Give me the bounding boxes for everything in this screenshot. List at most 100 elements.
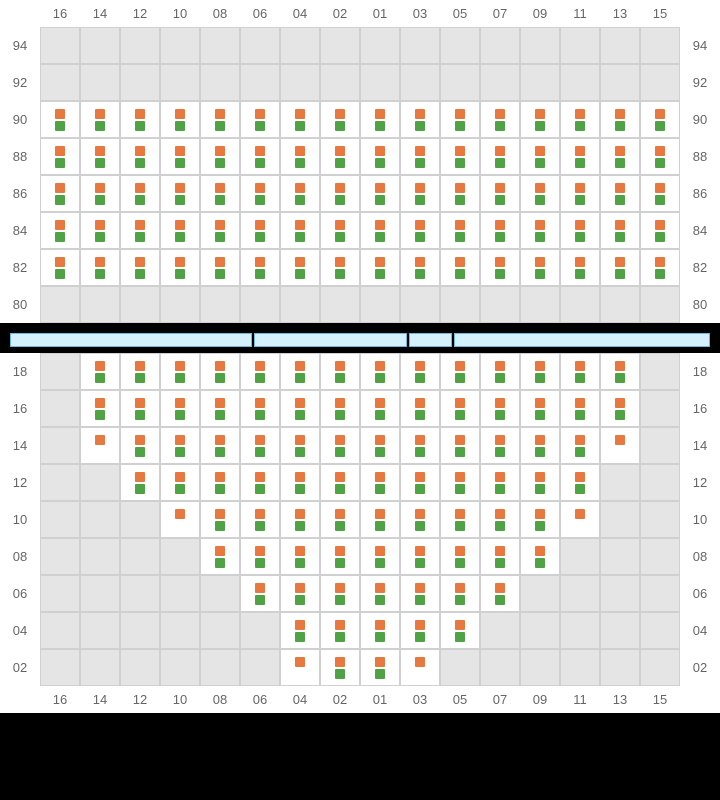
- seat-cell[interactable]: [160, 353, 200, 390]
- seat-cell[interactable]: [280, 612, 320, 649]
- seat-cell[interactable]: [280, 649, 320, 686]
- seat-cell[interactable]: [280, 538, 320, 575]
- seat-cell[interactable]: [400, 390, 440, 427]
- seat-cell[interactable]: [360, 575, 400, 612]
- seat-cell[interactable]: [160, 390, 200, 427]
- seat-cell[interactable]: [360, 649, 400, 686]
- seat-cell[interactable]: [120, 101, 160, 138]
- seat-cell[interactable]: [80, 353, 120, 390]
- seat-cell[interactable]: [600, 212, 640, 249]
- seat-cell[interactable]: [480, 212, 520, 249]
- seat-cell[interactable]: [520, 538, 560, 575]
- seat-cell[interactable]: [200, 427, 240, 464]
- seat-cell[interactable]: [120, 175, 160, 212]
- seat-cell[interactable]: [520, 138, 560, 175]
- seat-cell[interactable]: [640, 175, 680, 212]
- seat-cell[interactable]: [360, 175, 400, 212]
- seat-cell[interactable]: [320, 390, 360, 427]
- seat-cell[interactable]: [600, 427, 640, 464]
- seat-cell[interactable]: [200, 212, 240, 249]
- seat-cell[interactable]: [440, 575, 480, 612]
- seat-cell[interactable]: [280, 138, 320, 175]
- seat-cell[interactable]: [480, 249, 520, 286]
- seat-cell[interactable]: [360, 249, 400, 286]
- seat-cell[interactable]: [120, 138, 160, 175]
- seat-cell[interactable]: [200, 464, 240, 501]
- seat-cell[interactable]: [80, 212, 120, 249]
- seat-cell[interactable]: [520, 464, 560, 501]
- seat-cell[interactable]: [440, 390, 480, 427]
- seat-cell[interactable]: [360, 212, 400, 249]
- seat-cell[interactable]: [440, 212, 480, 249]
- seat-cell[interactable]: [520, 353, 560, 390]
- seat-cell[interactable]: [200, 175, 240, 212]
- seat-cell[interactable]: [240, 427, 280, 464]
- seat-cell[interactable]: [440, 138, 480, 175]
- seat-cell[interactable]: [280, 353, 320, 390]
- seat-cell[interactable]: [560, 138, 600, 175]
- seat-cell[interactable]: [160, 427, 200, 464]
- seat-cell[interactable]: [320, 538, 360, 575]
- seat-cell[interactable]: [80, 101, 120, 138]
- seat-cell[interactable]: [160, 175, 200, 212]
- seat-cell[interactable]: [400, 138, 440, 175]
- seat-cell[interactable]: [320, 427, 360, 464]
- seat-cell[interactable]: [320, 212, 360, 249]
- seat-cell[interactable]: [320, 612, 360, 649]
- seat-cell[interactable]: [280, 175, 320, 212]
- seat-cell[interactable]: [640, 101, 680, 138]
- seat-cell[interactable]: [480, 390, 520, 427]
- seat-cell[interactable]: [280, 249, 320, 286]
- seat-cell[interactable]: [640, 138, 680, 175]
- seat-cell[interactable]: [400, 212, 440, 249]
- seat-cell[interactable]: [440, 538, 480, 575]
- seat-cell[interactable]: [600, 249, 640, 286]
- seat-cell[interactable]: [240, 101, 280, 138]
- seat-cell[interactable]: [240, 575, 280, 612]
- seat-cell[interactable]: [400, 101, 440, 138]
- seat-cell[interactable]: [400, 464, 440, 501]
- seat-cell[interactable]: [80, 249, 120, 286]
- seat-cell[interactable]: [520, 249, 560, 286]
- seat-cell[interactable]: [120, 353, 160, 390]
- seat-cell[interactable]: [440, 175, 480, 212]
- seat-cell[interactable]: [160, 464, 200, 501]
- seat-cell[interactable]: [240, 464, 280, 501]
- seat-cell[interactable]: [80, 138, 120, 175]
- seat-cell[interactable]: [560, 101, 600, 138]
- seat-cell[interactable]: [240, 175, 280, 212]
- seat-cell[interactable]: [360, 612, 400, 649]
- seat-cell[interactable]: [600, 390, 640, 427]
- seat-cell[interactable]: [560, 175, 600, 212]
- seat-cell[interactable]: [480, 101, 520, 138]
- seat-cell[interactable]: [600, 353, 640, 390]
- seat-cell[interactable]: [480, 427, 520, 464]
- seat-cell[interactable]: [320, 464, 360, 501]
- seat-cell[interactable]: [480, 138, 520, 175]
- seat-cell[interactable]: [320, 249, 360, 286]
- seat-cell[interactable]: [520, 175, 560, 212]
- seat-cell[interactable]: [600, 101, 640, 138]
- seat-cell[interactable]: [40, 212, 80, 249]
- seat-cell[interactable]: [360, 538, 400, 575]
- seat-cell[interactable]: [320, 501, 360, 538]
- seat-cell[interactable]: [440, 353, 480, 390]
- seat-cell[interactable]: [120, 212, 160, 249]
- seat-cell[interactable]: [400, 649, 440, 686]
- seat-cell[interactable]: [280, 464, 320, 501]
- seat-cell[interactable]: [560, 212, 600, 249]
- seat-cell[interactable]: [480, 575, 520, 612]
- seat-cell[interactable]: [360, 464, 400, 501]
- seat-cell[interactable]: [400, 538, 440, 575]
- seat-cell[interactable]: [520, 427, 560, 464]
- seat-cell[interactable]: [280, 575, 320, 612]
- seat-cell[interactable]: [560, 249, 600, 286]
- seat-cell[interactable]: [440, 501, 480, 538]
- seat-cell[interactable]: [80, 427, 120, 464]
- seat-cell[interactable]: [200, 390, 240, 427]
- seat-cell[interactable]: [280, 390, 320, 427]
- seat-cell[interactable]: [440, 612, 480, 649]
- seat-cell[interactable]: [240, 138, 280, 175]
- seat-cell[interactable]: [280, 427, 320, 464]
- seat-cell[interactable]: [160, 138, 200, 175]
